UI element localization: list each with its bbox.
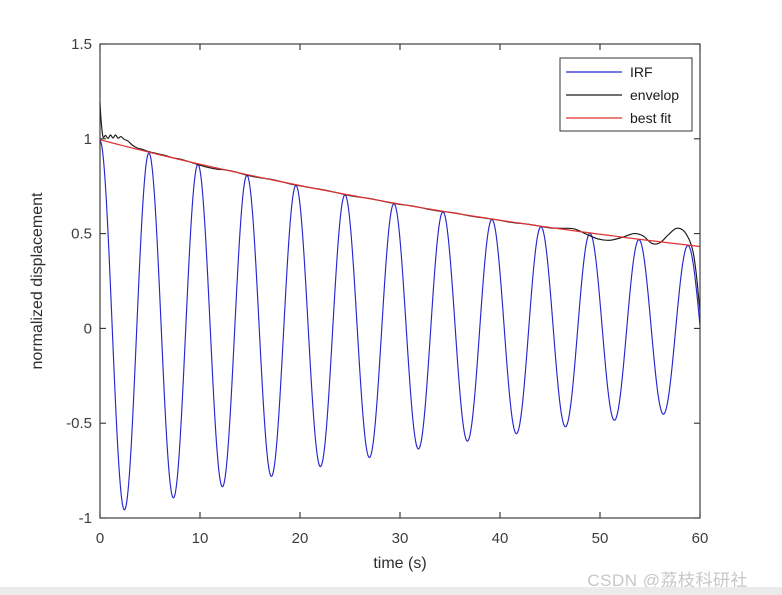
y-tick-labels: -1 -0.5 0 0.5 1 1.5 (66, 36, 92, 527)
bottom-gray-bar (0, 587, 782, 595)
x-tick-label: 20 (292, 530, 309, 547)
curves-group (99, 102, 701, 511)
legend: IRF envelop best fit (559, 57, 693, 132)
x-tick-label: 60 (692, 530, 709, 547)
x-tick-labels: 0 10 20 30 40 50 60 (96, 530, 709, 547)
x-tick-label: 10 (192, 530, 209, 547)
irf-curve (99, 140, 701, 511)
y-tick-label: -0.5 (66, 415, 92, 432)
x-axis-label: time (s) (373, 555, 426, 572)
y-tick-label: -1 (79, 510, 92, 527)
legend-label-best-fit: best fit (630, 110, 671, 126)
legend-label-irf: IRF (630, 64, 653, 80)
y-tick-label: 1 (84, 131, 92, 148)
y-axis-label: normalized displacement (29, 192, 46, 370)
csdn-watermark: CSDN @荔枝科研社 (587, 571, 748, 590)
x-tick-label: 30 (392, 530, 409, 547)
x-tick-label: 40 (492, 530, 509, 547)
y-tick-label: 0 (84, 320, 92, 337)
best-fit-curve (99, 139, 701, 248)
legend-label-envelope: envelop (630, 87, 679, 103)
x-tick-label: 50 (592, 530, 609, 547)
y-tick-label: 1.5 (71, 36, 92, 53)
plot-border (99, 43, 701, 519)
y-tick-label: 0.5 (71, 226, 92, 243)
x-tick-label: 0 (96, 530, 104, 547)
